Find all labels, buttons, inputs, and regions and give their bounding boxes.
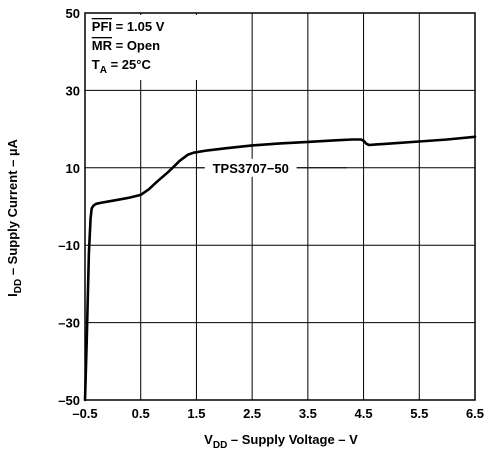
x-tick-label: 5.5 (410, 406, 428, 421)
condition-subscript: A (100, 65, 107, 76)
tick-labels: –0.5 0.5 1.5 2.5 3.5 4.5 5.5 6.5 –50 –30 –10 10 30 50 (58, 6, 484, 421)
annotations: TPS3707−50 PFI = 1.05 V MR = Open TA = 25°C (86, 15, 347, 177)
y-axis-label-main: I (5, 293, 20, 297)
condition-value: = 1.05 V (112, 19, 165, 34)
x-tick-label: 4.5 (355, 406, 373, 421)
y-axis-label-rest: – Supply Current – µA (5, 139, 20, 279)
x-tick-label: 6.5 (466, 406, 484, 421)
y-axis-label-subscript: DD (13, 279, 24, 293)
y-tick-label: –50 (58, 393, 80, 408)
x-axis-label-subscript: DD (213, 440, 227, 451)
series-layer (83, 135, 477, 402)
condition-line: MR = Open (92, 38, 160, 53)
series-label: TPS3707−50 (213, 161, 289, 176)
condition-name: PFI (92, 19, 112, 34)
x-axis-label: VDD – Supply Voltage – V (204, 432, 358, 451)
x-tick-label: 0.5 (132, 406, 150, 421)
condition-value: = 25°C (107, 57, 151, 72)
y-tick-label: 10 (66, 161, 80, 176)
condition-name: T (92, 57, 100, 72)
y-tick-label: –10 (58, 238, 80, 253)
x-tick-label: 3.5 (299, 406, 317, 421)
condition-line: PFI = 1.05 V (92, 19, 165, 34)
series-line (83, 135, 477, 402)
series-label-background (204, 158, 297, 177)
plot-border (84, 12, 476, 401)
y-tick-label: 30 (66, 83, 80, 98)
condition-name: MR (92, 38, 113, 53)
x-axis-label-rest: – Supply Voltage – V (227, 432, 358, 447)
x-tick-label: –0.5 (72, 406, 97, 421)
plot-frame (84, 12, 476, 401)
x-tick-label: 1.5 (187, 406, 205, 421)
condition-value: = Open (112, 38, 160, 53)
x-axis-label-main: V (204, 432, 213, 447)
y-axis-label: IDD – Supply Current – µA (5, 139, 24, 297)
x-tick-label: 2.5 (243, 406, 261, 421)
y-tick-label: 50 (66, 6, 80, 21)
conditions-background (86, 15, 212, 80)
condition-line: TA = 25°C (92, 57, 152, 76)
y-tick-label: –30 (58, 316, 80, 331)
